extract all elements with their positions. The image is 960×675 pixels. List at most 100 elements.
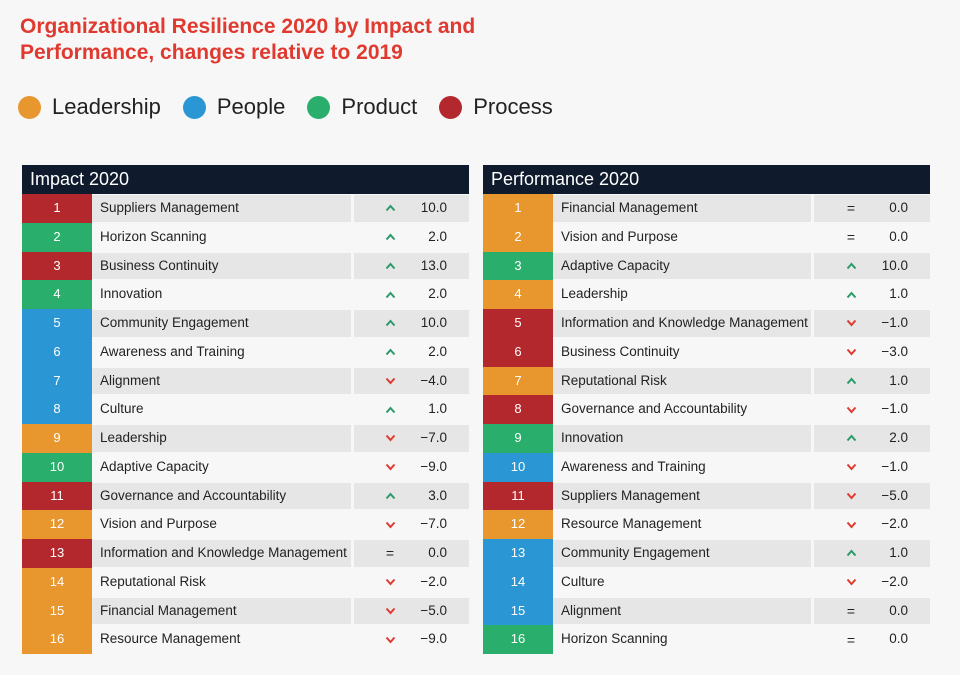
factor-name: Resource Management (561, 516, 702, 532)
impact-panel-header: Impact 2020 (22, 165, 469, 194)
chevron-down-icon (380, 453, 400, 482)
chevron-down-icon (380, 568, 400, 597)
row-background (92, 597, 469, 625)
change-value: 2.0 (428, 343, 447, 359)
chevron-down-icon (380, 367, 400, 396)
performance-table-row: 7 Reputational Risk 1.0 (483, 366, 930, 396)
chevron-up-icon (841, 367, 861, 396)
factor-name: Culture (100, 401, 144, 417)
factor-name: Suppliers Management (100, 200, 239, 215)
change-value: 0.0 (889, 602, 908, 618)
change-value: −9.0 (420, 458, 447, 474)
change-value: 2.0 (428, 228, 447, 244)
rank-cell: 3 (483, 251, 553, 281)
column-separator (351, 540, 354, 567)
chevron-down-icon (841, 568, 861, 597)
rank-cell: 16 (22, 625, 92, 654)
chevron-down-icon (841, 395, 861, 424)
impact-table-row: 9 Leadership −7.0 (22, 424, 469, 453)
performance-table-row: 2 Vision and Purpose = 0.0 (483, 222, 930, 252)
rank-cell: 6 (22, 337, 92, 367)
chevron-down-icon (841, 482, 861, 511)
performance-table-row: 13 Community Engagement 1.0 (483, 539, 930, 568)
rank-cell: 2 (22, 222, 92, 252)
row-background (553, 252, 930, 280)
change-value: −2.0 (420, 573, 447, 589)
factor-name: Community Engagement (100, 315, 249, 330)
rank-cell: 9 (22, 424, 92, 453)
column-separator (351, 338, 354, 366)
rank-cell: 5 (22, 309, 92, 338)
legend-dot (18, 95, 41, 119)
change-value: −2.0 (881, 573, 908, 589)
performance-table-row: 16 Horizon Scanning = 0.0 (483, 625, 930, 654)
performance-table-row: 12 Resource Management −2.0 (483, 510, 930, 539)
factor-name: Resource Management (100, 631, 241, 647)
chevron-down-icon (841, 510, 861, 539)
row-background (92, 252, 469, 280)
rank-cell: 14 (22, 567, 92, 597)
column-separator (811, 482, 814, 510)
change-value: −1.0 (881, 315, 908, 330)
performance-table-row: 9 Innovation 2.0 (483, 424, 930, 453)
column-separator (811, 367, 814, 395)
rank-cell: 15 (22, 596, 92, 626)
column-separator (351, 482, 354, 510)
row-background (553, 425, 930, 452)
chevron-up-icon (841, 280, 861, 309)
column-separator (811, 252, 814, 280)
performance-panel-header: Performance 2020 (483, 165, 930, 194)
change-value: 2.0 (428, 286, 447, 302)
performance-table-row: 6 Business Continuity −3.0 (483, 337, 930, 367)
performance-table-row: 8 Governance and Accountability −1.0 (483, 395, 930, 424)
column-separator (351, 568, 354, 596)
impact-table-row: 2 Horizon Scanning 2.0 (22, 222, 469, 252)
factor-name: Innovation (100, 286, 163, 302)
row-background (92, 482, 469, 510)
change-value: −2.0 (881, 516, 908, 532)
change-value: 1.0 (889, 286, 908, 302)
performance-table-row: 4 Leadership 1.0 (483, 280, 930, 309)
rank-cell: 15 (483, 596, 553, 626)
row-background (553, 540, 930, 567)
factor-name: Innovation (561, 430, 624, 445)
column-separator (811, 453, 814, 481)
legend-item-leadership: Leadership (18, 94, 161, 120)
impact-table-row: 8 Culture 1.0 (22, 395, 469, 424)
factor-name: Leadership (100, 430, 167, 445)
column-separator (811, 396, 814, 423)
change-value: 0.0 (889, 631, 908, 647)
legend-dot (182, 95, 206, 119)
rank-cell: 4 (22, 280, 92, 309)
chevron-down-icon (841, 338, 861, 367)
impact-table-row: 11 Governance and Accountability 3.0 (22, 481, 469, 511)
change-value: 10.0 (881, 257, 908, 273)
row-background (92, 425, 469, 452)
legend-label: People (216, 94, 286, 119)
change-value: 3.0 (428, 487, 447, 503)
row-background (92, 310, 469, 337)
change-value: 0.0 (889, 228, 908, 244)
impact-table-row: 13 Information and Knowledge Management = 0… (22, 539, 469, 568)
performance-table-row: 11 Suppliers Management −5.0 (483, 481, 930, 511)
rank-cell: 6 (483, 337, 553, 367)
factor-name: Governance and Accountability (561, 401, 748, 417)
impact-table-row: 10 Adaptive Capacity −9.0 (22, 452, 469, 482)
factor-name: Reputational Risk (100, 573, 206, 589)
factor-name: Business Continuity (100, 257, 219, 273)
column-separator (351, 597, 354, 625)
column-separator (811, 626, 814, 653)
performance-table-row: 5 Information and Knowledge Management −1.… (483, 309, 930, 338)
change-value: −5.0 (420, 602, 447, 618)
performance-panel: Performance 2020 1 Financial Management = 0… (483, 165, 930, 654)
rank-cell: 12 (22, 510, 92, 539)
factor-name: Information and Knowledge Management (100, 545, 347, 560)
column-separator (351, 310, 354, 337)
chevron-up-icon (380, 395, 400, 424)
chevron-down-icon (841, 309, 861, 338)
factor-name: Business Continuity (561, 343, 680, 359)
change-value: 1.0 (889, 545, 908, 560)
factor-name: Culture (561, 573, 605, 589)
rank-cell: 1 (483, 194, 553, 223)
performance-table-row: 1 Financial Management = 0.0 (483, 194, 930, 223)
